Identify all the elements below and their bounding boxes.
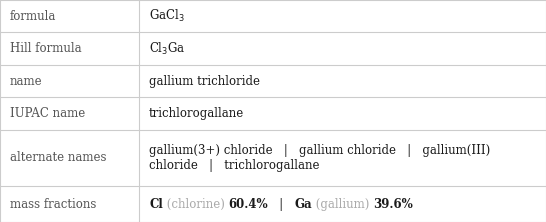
Text: name: name	[10, 75, 43, 87]
Text: formula: formula	[10, 10, 56, 23]
Text: Hill formula: Hill formula	[10, 42, 81, 55]
Text: 39.6%: 39.6%	[373, 198, 413, 211]
Text: GaCl$_3$: GaCl$_3$	[149, 8, 185, 24]
Text: 60.4%: 60.4%	[228, 198, 268, 211]
Text: gallium trichloride: gallium trichloride	[149, 75, 260, 87]
Text: chloride   |   trichlorogallane: chloride | trichlorogallane	[149, 159, 319, 172]
Text: (gallium): (gallium)	[312, 198, 373, 211]
Text: IUPAC name: IUPAC name	[10, 107, 85, 120]
Text: gallium(3+) chloride   |   gallium chloride   |   gallium(III): gallium(3+) chloride | gallium chloride …	[149, 144, 490, 157]
Text: Ga: Ga	[294, 198, 312, 211]
Text: |: |	[268, 198, 294, 211]
Text: alternate names: alternate names	[10, 151, 106, 165]
Text: (chlorine): (chlorine)	[163, 198, 228, 211]
Text: mass fractions: mass fractions	[10, 198, 96, 211]
Text: Cl: Cl	[149, 198, 163, 211]
Text: trichlorogallane: trichlorogallane	[149, 107, 244, 120]
Text: Cl$_3$Ga: Cl$_3$Ga	[149, 41, 186, 57]
